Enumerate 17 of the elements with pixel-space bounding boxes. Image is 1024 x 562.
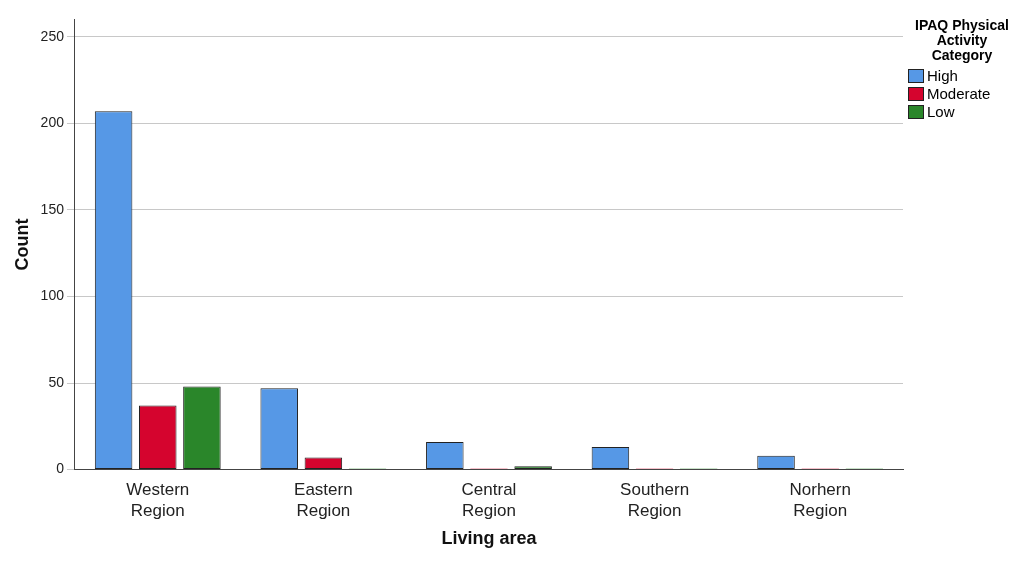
- x-tick-label: Southern Region: [620, 480, 690, 520]
- legend-title: IPAQ Physical Activity Category: [914, 17, 1010, 63]
- x-tick-label: Western Region: [126, 480, 190, 520]
- y-tick-label: 0: [56, 460, 65, 477]
- y-tick-label: 150: [40, 200, 65, 217]
- y-tick-label: 200: [40, 114, 65, 131]
- y-tick-label: 100: [40, 287, 65, 304]
- legend-label: High: [927, 67, 958, 85]
- x-tick-label: Central Region: [461, 480, 517, 520]
- y-axis-title: Count: [11, 218, 32, 271]
- x-axis-title: Living area: [441, 528, 538, 549]
- legend-label: Low: [927, 103, 955, 121]
- legend-label: Moderate: [927, 85, 991, 103]
- x-tick-label: Eastern Region: [294, 480, 353, 520]
- y-tick-label: 250: [40, 27, 65, 44]
- x-tick-label: Norhern Region: [789, 480, 851, 520]
- y-tick-label: 50: [48, 373, 65, 390]
